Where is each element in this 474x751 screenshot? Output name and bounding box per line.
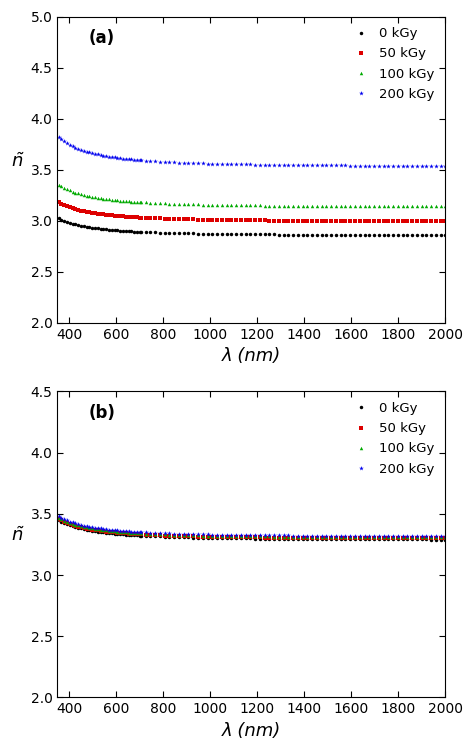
- Y-axis label: ñ: ñ: [11, 152, 22, 170]
- 0 kGy: [103, 225, 109, 234]
- 0 kGy: [300, 230, 306, 239]
- Y-axis label: ñ: ñ: [11, 526, 22, 544]
- 200 kGy: [443, 532, 448, 541]
- 50 kGy: [310, 216, 315, 225]
- X-axis label: λ (nm): λ (nm): [222, 347, 281, 365]
- 200 kGy: [324, 531, 329, 540]
- 50 kGy: [103, 210, 109, 219]
- Line: 0 kGy: 0 kGy: [57, 216, 447, 237]
- 50 kGy: [56, 514, 62, 523]
- Line: 200 kGy: 200 kGy: [56, 514, 448, 538]
- 50 kGy: [67, 203, 73, 212]
- 0 kGy: [103, 528, 109, 537]
- 0 kGy: [328, 535, 334, 544]
- Legend: 0 kGy, 50 kGy, 100 kGy, 200 kGy: 0 kGy, 50 kGy, 100 kGy, 200 kGy: [344, 23, 439, 105]
- 100 kGy: [300, 532, 306, 541]
- 200 kGy: [300, 161, 306, 170]
- 0 kGy: [328, 231, 334, 240]
- 100 kGy: [56, 513, 62, 522]
- 50 kGy: [443, 534, 448, 543]
- 200 kGy: [328, 161, 334, 170]
- 50 kGy: [310, 533, 315, 542]
- 0 kGy: [324, 535, 329, 544]
- 100 kGy: [103, 526, 109, 535]
- 200 kGy: [103, 152, 109, 161]
- 200 kGy: [310, 161, 315, 170]
- 0 kGy: [310, 535, 315, 544]
- 200 kGy: [324, 161, 329, 170]
- 200 kGy: [328, 531, 334, 540]
- 0 kGy: [56, 516, 62, 525]
- 0 kGy: [67, 219, 73, 228]
- 200 kGy: [56, 132, 62, 141]
- 200 kGy: [300, 531, 306, 540]
- 50 kGy: [328, 216, 334, 225]
- 200 kGy: [103, 525, 109, 534]
- 0 kGy: [310, 231, 315, 240]
- 0 kGy: [443, 535, 448, 544]
- 50 kGy: [324, 216, 329, 225]
- Text: (b): (b): [89, 403, 115, 421]
- 200 kGy: [443, 161, 448, 170]
- Line: 0 kGy: 0 kGy: [57, 518, 447, 541]
- 100 kGy: [443, 533, 448, 542]
- 100 kGy: [67, 186, 73, 195]
- 100 kGy: [324, 201, 329, 210]
- X-axis label: λ (nm): λ (nm): [222, 722, 281, 740]
- 100 kGy: [310, 532, 315, 541]
- Line: 200 kGy: 200 kGy: [56, 134, 448, 168]
- 50 kGy: [324, 533, 329, 542]
- 0 kGy: [67, 520, 73, 529]
- 100 kGy: [324, 532, 329, 541]
- 50 kGy: [103, 527, 109, 536]
- 0 kGy: [324, 231, 329, 240]
- 50 kGy: [443, 217, 448, 226]
- 100 kGy: [310, 201, 315, 210]
- 50 kGy: [56, 198, 62, 207]
- 200 kGy: [310, 531, 315, 540]
- 0 kGy: [300, 535, 306, 544]
- 0 kGy: [443, 231, 448, 240]
- Line: 100 kGy: 100 kGy: [57, 182, 447, 208]
- 200 kGy: [67, 517, 73, 526]
- 50 kGy: [300, 216, 306, 225]
- 50 kGy: [328, 533, 334, 542]
- 100 kGy: [56, 180, 62, 189]
- 200 kGy: [56, 512, 62, 521]
- Text: (a): (a): [89, 29, 115, 47]
- 100 kGy: [328, 532, 334, 541]
- Line: 100 kGy: 100 kGy: [57, 516, 447, 539]
- 100 kGy: [443, 202, 448, 211]
- Line: 50 kGy: 50 kGy: [57, 517, 447, 540]
- 0 kGy: [56, 214, 62, 223]
- 200 kGy: [67, 140, 73, 149]
- 100 kGy: [300, 201, 306, 210]
- Legend: 0 kGy, 50 kGy, 100 kGy, 200 kGy: 0 kGy, 50 kGy, 100 kGy, 200 kGy: [344, 398, 439, 480]
- Line: 50 kGy: 50 kGy: [57, 201, 447, 223]
- 100 kGy: [67, 518, 73, 527]
- 100 kGy: [103, 195, 109, 204]
- 100 kGy: [328, 201, 334, 210]
- 50 kGy: [300, 533, 306, 542]
- 50 kGy: [67, 520, 73, 529]
